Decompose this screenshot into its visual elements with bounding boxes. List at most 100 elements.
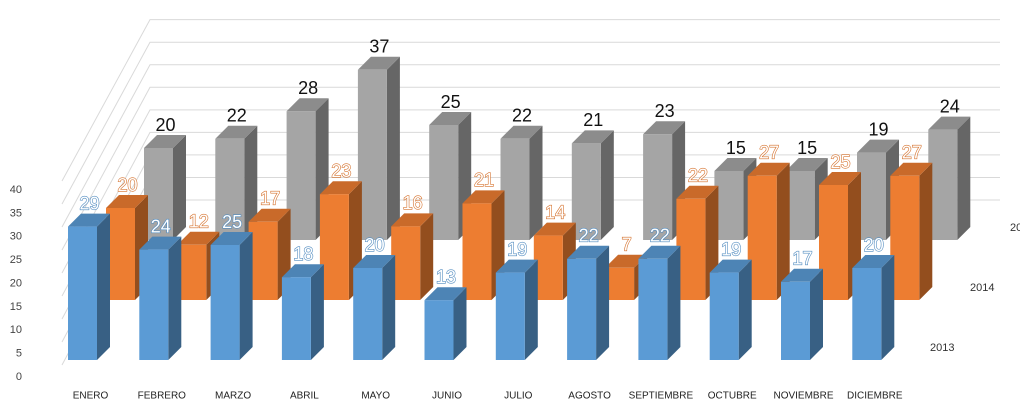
data-label: 17 — [792, 249, 812, 269]
data-label: 20 — [365, 235, 385, 255]
bar-top — [852, 255, 895, 268]
bar — [605, 267, 635, 300]
bar — [144, 148, 173, 240]
bar-top — [391, 213, 434, 227]
bar — [714, 171, 744, 240]
bar — [852, 268, 882, 360]
bar — [357, 69, 387, 240]
bar-side — [382, 255, 396, 360]
bar — [424, 300, 454, 360]
bar-top — [676, 185, 719, 199]
bar-side — [600, 130, 614, 240]
data-label: 22 — [227, 106, 247, 126]
bar-side — [810, 268, 823, 360]
bar-side — [168, 236, 182, 360]
bar-side — [524, 259, 538, 360]
data-label: 19 — [721, 239, 741, 259]
bar-top — [357, 56, 400, 70]
data-label: 22 — [512, 106, 532, 126]
y-tick-label: 10 — [10, 324, 22, 336]
bar-side — [881, 255, 895, 360]
data-label: 15 — [797, 138, 817, 158]
bar-top — [139, 236, 182, 250]
x-tick-label: AGOSTO — [568, 391, 611, 402]
grid-line — [61, 41, 1000, 205]
bar — [571, 143, 601, 240]
bar-side — [596, 245, 610, 360]
bar-top — [353, 255, 396, 268]
x-tick-label: FEBRERO — [138, 391, 187, 402]
bar-top — [709, 259, 752, 273]
bar — [353, 268, 383, 360]
data-label: 18 — [293, 244, 313, 264]
bar — [643, 134, 673, 240]
bar — [747, 175, 777, 300]
bar-top — [500, 125, 543, 139]
data-label: 12 — [189, 212, 209, 232]
data-label: 28 — [298, 78, 318, 98]
bar-top — [714, 158, 757, 171]
bar-side — [919, 162, 933, 300]
data-label: 15 — [726, 138, 746, 158]
bar-top — [819, 172, 861, 185]
series-label: 2014 — [970, 282, 994, 294]
bar-side — [957, 116, 971, 240]
bar-side — [173, 135, 186, 240]
data-label: 7 — [622, 235, 632, 255]
data-label: 19 — [868, 119, 888, 139]
bar — [139, 249, 169, 360]
bar — [500, 138, 530, 240]
bar-top — [281, 264, 324, 278]
data-label: 37 — [369, 37, 389, 57]
bar-side — [738, 259, 752, 360]
bar-top — [928, 116, 971, 130]
grid-line — [61, 64, 1000, 228]
series-label: 2015 — [1010, 222, 1020, 234]
bar-top — [429, 112, 472, 125]
bar — [391, 226, 421, 300]
bar-side — [420, 213, 434, 300]
bar-top — [605, 254, 648, 268]
bar-top — [106, 195, 148, 208]
data-label: 22 — [650, 226, 670, 246]
bar — [429, 125, 459, 240]
bar-top — [785, 158, 828, 171]
bar-top — [286, 98, 329, 112]
bar-top — [424, 287, 467, 301]
bar — [106, 208, 135, 300]
data-label: 19 — [507, 239, 527, 259]
bar-top — [571, 130, 614, 144]
bar — [319, 194, 349, 300]
data-label: 20 — [864, 235, 884, 255]
bar-top — [638, 245, 681, 259]
bar-top — [177, 231, 220, 245]
bar-top — [747, 162, 790, 176]
grid-line — [61, 86, 1000, 251]
data-label: 25 — [222, 212, 242, 232]
bar — [781, 281, 810, 360]
bar — [68, 226, 97, 360]
bar-top — [890, 162, 933, 176]
data-label: 23 — [331, 161, 351, 181]
bar-top — [210, 232, 253, 245]
data-label: 21 — [583, 110, 603, 130]
bar — [248, 221, 278, 300]
bar — [785, 171, 815, 240]
bar-side — [239, 232, 253, 360]
bar — [281, 277, 311, 360]
x-tick-label: JUNIO — [432, 391, 462, 402]
y-tick-label: 30 — [10, 231, 22, 243]
bar-top — [643, 121, 686, 135]
x-tick-label: ENERO — [73, 391, 109, 402]
data-label: 25 — [441, 92, 461, 112]
x-tick-label: ABRIL — [290, 391, 319, 402]
data-label: 29 — [79, 193, 99, 213]
data-label: 27 — [759, 143, 779, 163]
data-label: 27 — [902, 143, 922, 163]
data-label: 21 — [474, 170, 494, 190]
data-label: 20 — [155, 115, 175, 135]
y-tick-label: 40 — [10, 184, 22, 196]
bar-top — [567, 245, 610, 259]
data-label: 23 — [655, 101, 675, 121]
